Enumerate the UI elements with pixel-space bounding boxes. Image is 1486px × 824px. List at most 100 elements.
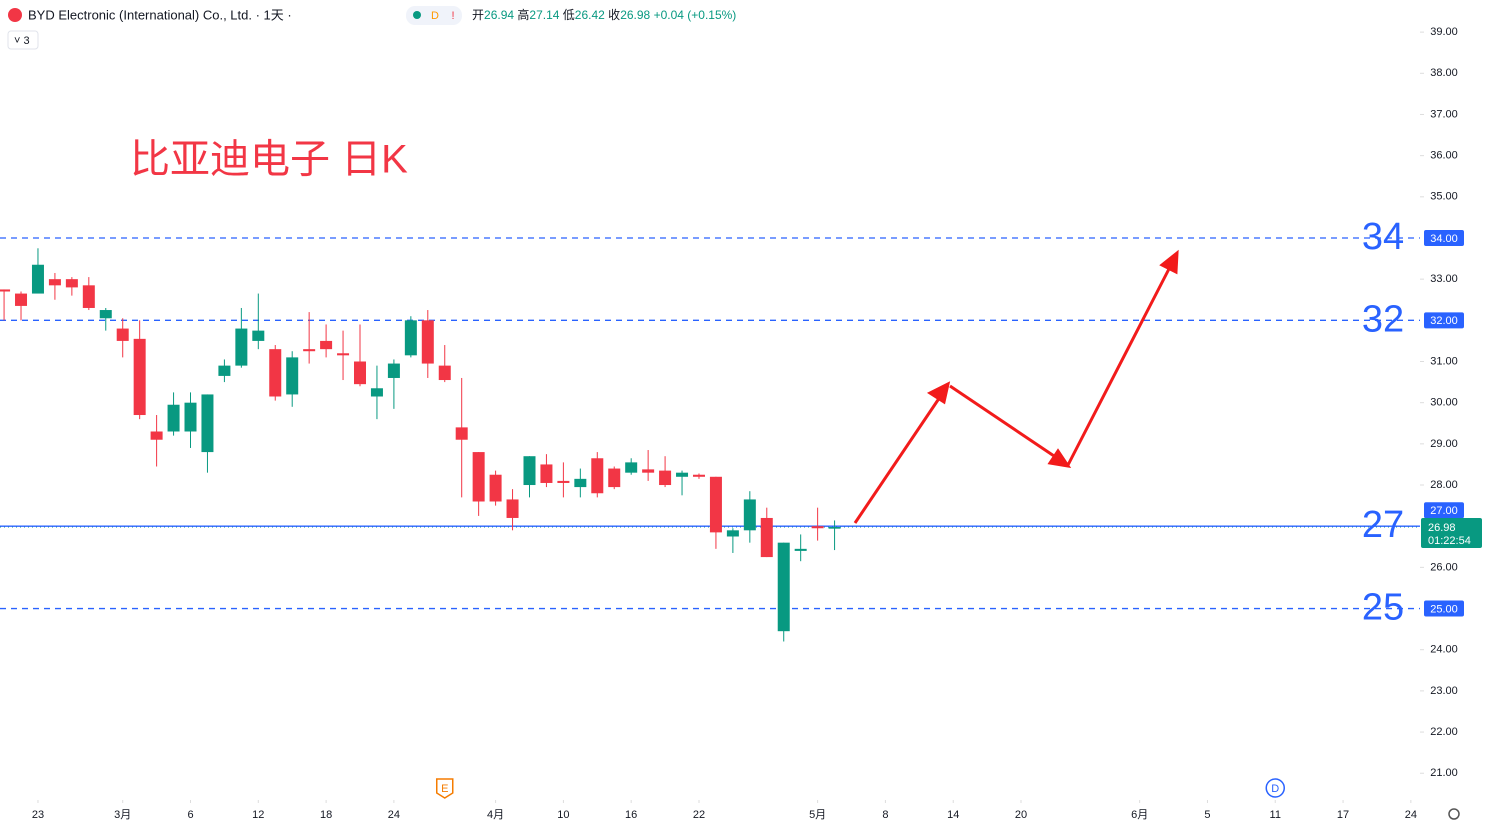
candle-body xyxy=(15,293,28,306)
x-tick-label: 22 xyxy=(693,809,705,821)
x-tick-label: 5 xyxy=(1204,809,1210,821)
x-tick-label: 24 xyxy=(388,809,400,821)
candle-body xyxy=(726,530,739,537)
event-marker xyxy=(1265,778,1286,798)
level-price-label: 25.00 xyxy=(1430,603,1458,615)
indicator-count: ˅ 3 xyxy=(14,35,30,47)
level-price-tag xyxy=(1424,312,1464,329)
candle-body xyxy=(625,462,638,473)
ohlc-label: 开 xyxy=(472,8,484,22)
x-tick-label: 8 xyxy=(882,809,888,821)
y-tick-label: 24.00 xyxy=(1430,644,1458,656)
y-tick-label: 23.00 xyxy=(1430,685,1458,697)
level-price-label: 34.00 xyxy=(1430,233,1458,245)
ohlc-value: 26.94 xyxy=(484,8,514,22)
arrow-line xyxy=(1066,264,1173,466)
candle-body xyxy=(811,526,824,529)
candle-body xyxy=(354,361,366,385)
ohlc-label: 低 xyxy=(563,8,575,22)
ohlc-value: 26.98 xyxy=(620,8,650,22)
candle-body xyxy=(659,470,672,486)
ohlc-value: 26.42 xyxy=(575,8,605,22)
x-tick-label: 16 xyxy=(625,809,637,821)
candle-body xyxy=(608,468,621,488)
alert: ! xyxy=(451,10,454,22)
candle-body xyxy=(557,480,570,483)
arrow-line xyxy=(949,384,1061,462)
candle-body xyxy=(421,320,434,364)
candle-body xyxy=(455,427,468,440)
indicator-count-value: 3 xyxy=(23,35,29,47)
candle-body xyxy=(574,478,587,488)
candle-body xyxy=(591,458,604,494)
candle-body xyxy=(777,542,790,632)
last-price-tag xyxy=(1421,518,1482,549)
x-tick-label: 6月 xyxy=(1131,809,1148,821)
y-tick-label: 37.00 xyxy=(1430,108,1458,120)
y-tick-label: 22.00 xyxy=(1430,726,1458,738)
ohlc-label: 高 xyxy=(517,7,529,22)
candle-body xyxy=(387,363,400,378)
y-tick-label: 36.00 xyxy=(1430,150,1458,162)
x-tick-label: 24 xyxy=(1405,809,1417,821)
projection-arrows xyxy=(853,249,1179,524)
indicator-toggle[interactable] xyxy=(7,30,39,50)
candle-body xyxy=(676,472,689,477)
candle-body xyxy=(506,499,519,518)
level-price-label: 32.00 xyxy=(1430,315,1458,327)
arrowhead xyxy=(1159,249,1179,275)
ohlc-change: +0.04 (+0.15%) xyxy=(654,8,737,22)
x-tick-label: 5月 xyxy=(809,809,826,821)
y-tick-label: 30.00 xyxy=(1430,397,1458,409)
level-price-tag xyxy=(1424,502,1464,519)
candle-body xyxy=(540,464,553,483)
arrowhead xyxy=(1047,448,1072,469)
event-marker xyxy=(435,778,454,799)
event-label: D xyxy=(1271,783,1279,795)
symbol-icon xyxy=(8,8,22,22)
candle-body xyxy=(184,402,197,432)
y-tick-label: 21.00 xyxy=(1430,767,1458,779)
status-dot xyxy=(413,11,421,19)
ohlc-value: 27.14 xyxy=(529,8,559,22)
candle-body xyxy=(760,517,773,558)
status-pill xyxy=(406,6,462,25)
candle-body xyxy=(404,320,417,356)
x-tick-label: 3月 xyxy=(114,809,131,821)
candle-body xyxy=(235,328,248,366)
x-tick-label: 12 xyxy=(252,809,264,821)
level-label: 25 xyxy=(1362,587,1404,629)
candle-body xyxy=(31,264,44,294)
candle-body xyxy=(48,279,61,286)
candle-body xyxy=(320,340,333,350)
arrow-line xyxy=(853,393,944,524)
level-price-tag xyxy=(1424,229,1464,246)
y-tick-label: 29.00 xyxy=(1430,438,1458,450)
level-label: 27 xyxy=(1362,504,1404,546)
candle-body xyxy=(150,431,163,440)
candle-body xyxy=(692,474,705,477)
y-tick-label: 31.00 xyxy=(1430,355,1458,367)
y-tick-label: 33.00 xyxy=(1430,273,1458,285)
settings-icon[interactable] xyxy=(1448,808,1460,820)
y-tick-label: 39.00 xyxy=(1430,26,1458,38)
event-label: E xyxy=(441,783,448,795)
candle-body xyxy=(828,527,841,529)
candle-body xyxy=(489,474,502,502)
candle-body xyxy=(99,310,112,319)
ohlc-label: 收 xyxy=(608,8,620,22)
x-tick-label: 17 xyxy=(1337,809,1349,821)
arrowhead xyxy=(926,381,951,405)
last-price-label: 26.98 xyxy=(1428,522,1456,534)
level-label: 32 xyxy=(1362,298,1404,340)
candle-body xyxy=(82,285,95,308)
candle-body xyxy=(167,404,180,432)
candle-body xyxy=(252,330,265,341)
x-tick-label: 18 xyxy=(320,809,332,821)
x-tick-label: 10 xyxy=(557,809,569,821)
level-label: 34 xyxy=(1362,216,1404,258)
x-tick-label: 23 xyxy=(32,809,44,821)
y-tick-label: 28.00 xyxy=(1430,479,1458,491)
